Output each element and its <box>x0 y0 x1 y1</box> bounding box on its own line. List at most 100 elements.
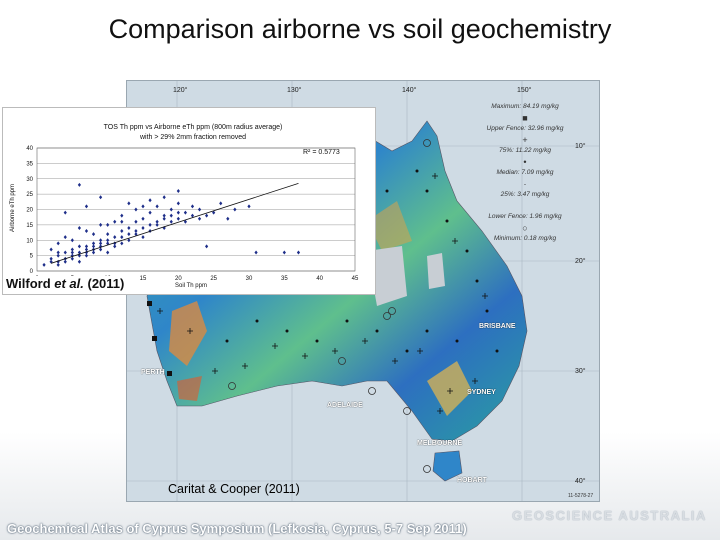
scatter-point <box>63 259 67 264</box>
scatter-point <box>113 219 117 224</box>
scatter-point <box>190 204 195 209</box>
y-tick-label: 35 <box>26 161 33 167</box>
scatter-point <box>282 250 286 255</box>
scatter-point <box>77 244 81 249</box>
latitude-label: 30° <box>575 368 586 375</box>
scatter-point <box>127 225 131 230</box>
legend-upper-fence: Upper Fence: 32.96 mg/kg <box>486 125 564 132</box>
scatter-point <box>91 250 96 255</box>
plot-area <box>36 147 356 272</box>
scatter-point <box>205 213 209 218</box>
scatter-point <box>106 232 110 237</box>
legend-square-icon: ■ <box>522 113 528 123</box>
legend-lower-fence: Lower Fence: 1.96 mg/kg <box>488 213 562 220</box>
scatter-point <box>233 207 237 212</box>
scatter-point <box>148 210 152 215</box>
y-tick-label: 15 <box>26 223 33 229</box>
scatter-point <box>169 219 173 224</box>
scatter-point <box>56 262 60 267</box>
scatter-point <box>169 213 173 218</box>
chart-title: TOS Th ppm vs Airborne eTh ppm (800m rad… <box>104 124 283 131</box>
y-tick-label: 25 <box>26 192 33 198</box>
sample-squares <box>147 301 172 376</box>
scatter-point <box>134 232 138 237</box>
scatter-point <box>106 238 110 243</box>
scatter-point <box>42 262 46 267</box>
x-axis-label: Soil Th ppm <box>175 283 207 289</box>
legend-small-dot-icon: · <box>523 179 527 189</box>
scatter-point <box>183 219 187 224</box>
scatter-point <box>127 201 131 206</box>
x-tick-label: 45 <box>352 276 359 282</box>
tasmania <box>432 450 463 482</box>
legend-maximum: Maximum: 84.19 mg/kg <box>491 103 559 110</box>
scatter-point <box>205 244 209 249</box>
scatter-point <box>77 182 81 187</box>
wilford-credit-prefix: Wilford <box>6 276 55 291</box>
legend-median: Median: 7.09 mg/kg <box>496 169 554 176</box>
scatter-point <box>176 210 180 215</box>
r2-label: R² = 0.5773 <box>303 149 340 156</box>
scatter-point <box>219 201 223 206</box>
city-label-hobart: HOBART <box>457 477 487 484</box>
scatter-point <box>120 235 124 240</box>
scatter-point <box>70 256 74 261</box>
scatter-chart: TOS Th ppm vs Airborne eTh ppm (800m rad… <box>10 124 359 289</box>
scatter-point <box>77 225 81 230</box>
scatter-point <box>197 207 202 212</box>
y-tick-label: 20 <box>26 208 33 214</box>
wilford-credit-suffix: (2011) <box>83 276 125 291</box>
city-label-sydney: SYDNEY <box>467 389 496 396</box>
scatter-point <box>176 216 180 221</box>
x-tick-label: 40 <box>316 276 323 282</box>
y-tick-label: 0 <box>30 269 34 275</box>
scatter-point <box>190 213 195 218</box>
y-tick-label: 30 <box>26 177 33 183</box>
scatter-point <box>70 247 74 252</box>
scatter-point <box>155 222 159 227</box>
scatter-point <box>141 204 145 209</box>
scatter-point <box>155 219 159 224</box>
scatter-point <box>99 241 103 246</box>
scatter-point <box>56 241 60 246</box>
scatter-point <box>162 213 166 218</box>
x-tick-label: 25 <box>210 276 217 282</box>
scatter-point <box>162 195 166 200</box>
scatter-point <box>63 250 67 255</box>
scatter-point <box>84 229 89 234</box>
scatter-point <box>56 250 60 255</box>
city-label-perth: PERTH <box>141 369 165 376</box>
y-tick-label: 5 <box>30 254 34 260</box>
scatter-point <box>120 219 124 224</box>
legend-circle-icon: ○ <box>522 223 528 233</box>
scatter-point <box>106 250 110 255</box>
legend-cross-icon: + <box>522 135 528 145</box>
scatter-point <box>84 253 89 258</box>
slide-title: Comparison airborne vs soil geochemistry <box>108 14 612 44</box>
city-label-adelaide: ADELAIDE <box>327 402 363 409</box>
brand-logo-text: GEOSCIENCE AUSTRALIA <box>512 508 707 523</box>
wilford-credit-italic: et al. <box>54 276 84 291</box>
y-tick-label: 40 <box>26 146 33 152</box>
scatter-point <box>106 222 110 227</box>
scatter-point <box>99 222 103 227</box>
scatter-point <box>91 232 96 237</box>
scatter-point <box>84 244 89 249</box>
figure-id: 11-5278-27 <box>568 493 594 499</box>
city-label-melbourne: MELBOURNE <box>417 440 463 447</box>
scatter-point <box>141 235 145 240</box>
scatter-point <box>134 229 138 234</box>
scatter-point <box>49 247 53 252</box>
legend-minimum: Minimum: 0.18 mg/kg <box>493 235 557 242</box>
scatter-point <box>127 232 131 237</box>
longitude-label: 140° <box>402 87 417 94</box>
scatter-point <box>197 216 202 221</box>
scatter-point <box>120 229 124 234</box>
scatter-point <box>148 198 152 203</box>
scatter-point <box>56 253 60 258</box>
scatter-point <box>91 244 96 249</box>
longitude-label: 150° <box>517 87 532 94</box>
scatter-point <box>134 219 138 224</box>
scatter-point <box>148 222 152 227</box>
x-tick-label: 15 <box>140 276 147 282</box>
